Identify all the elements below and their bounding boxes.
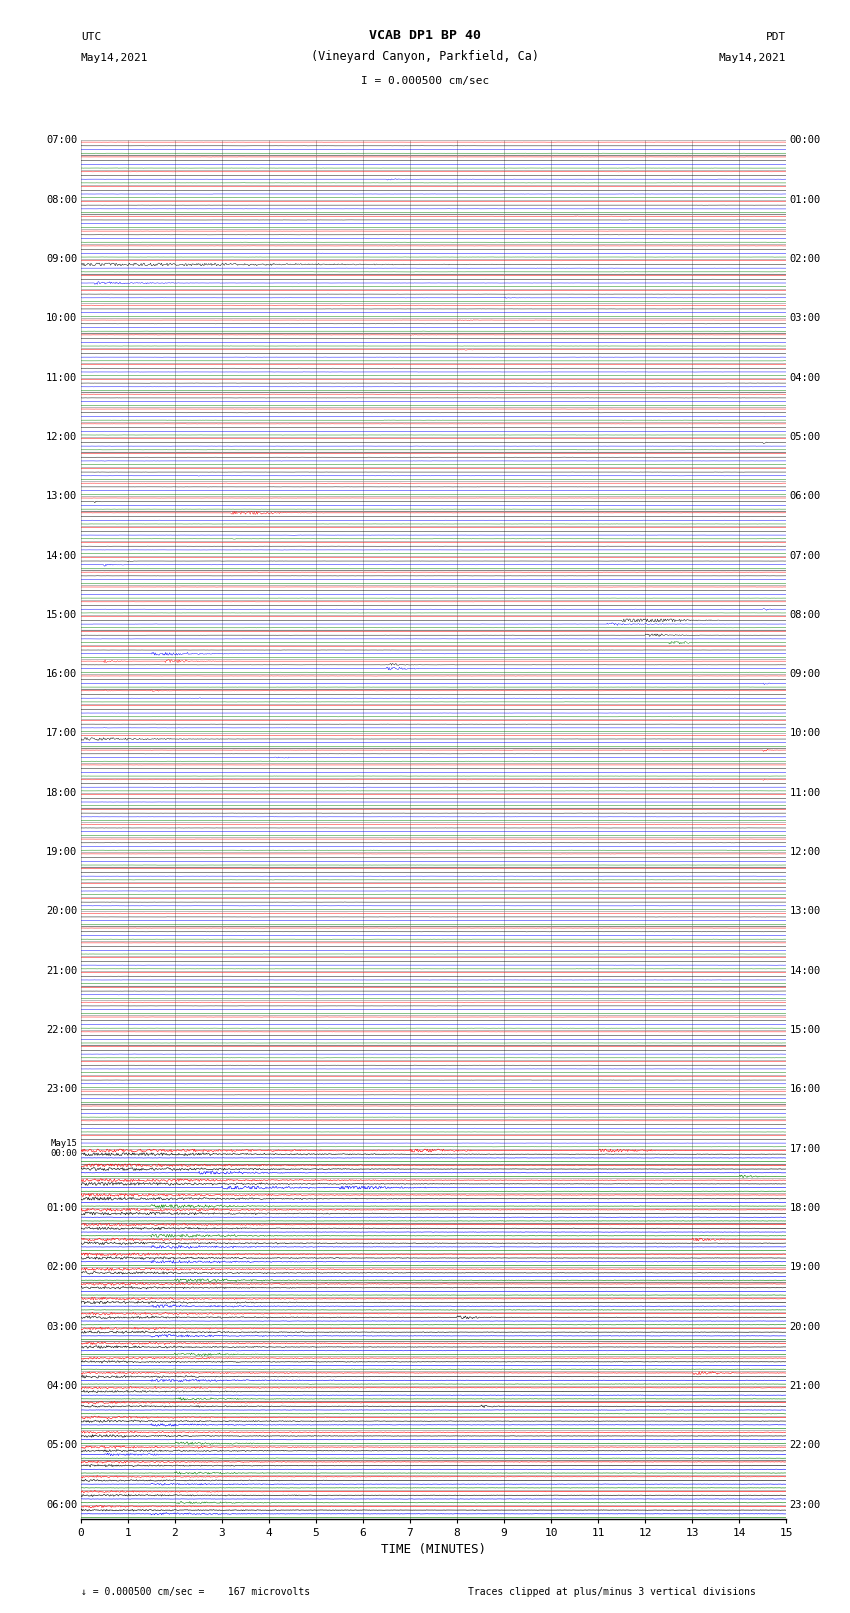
Text: May14,2021: May14,2021 <box>719 53 786 63</box>
Text: 02:00: 02:00 <box>790 253 821 265</box>
Text: 20:00: 20:00 <box>46 907 77 916</box>
Text: 18:00: 18:00 <box>46 787 77 798</box>
Text: 23:00: 23:00 <box>46 1084 77 1094</box>
Text: 17:00: 17:00 <box>46 729 77 739</box>
Text: 12:00: 12:00 <box>790 847 821 857</box>
X-axis label: TIME (MINUTES): TIME (MINUTES) <box>381 1542 486 1555</box>
Text: 22:00: 22:00 <box>46 1026 77 1036</box>
Text: I = 0.000500 cm/sec: I = 0.000500 cm/sec <box>361 76 489 85</box>
Text: 03:00: 03:00 <box>790 313 821 323</box>
Text: 14:00: 14:00 <box>46 550 77 561</box>
Text: 16:00: 16:00 <box>790 1084 821 1094</box>
Text: 13:00: 13:00 <box>46 492 77 502</box>
Text: May14,2021: May14,2021 <box>81 53 148 63</box>
Text: 08:00: 08:00 <box>790 610 821 619</box>
Text: 00:00: 00:00 <box>790 135 821 145</box>
Text: May15
00:00: May15 00:00 <box>50 1139 77 1158</box>
Text: 11:00: 11:00 <box>46 373 77 382</box>
Text: 17:00: 17:00 <box>790 1144 821 1153</box>
Text: 07:00: 07:00 <box>790 550 821 561</box>
Text: Traces clipped at plus/minus 3 vertical divisions: Traces clipped at plus/minus 3 vertical … <box>468 1587 756 1597</box>
Text: 19:00: 19:00 <box>790 1263 821 1273</box>
Text: 01:00: 01:00 <box>46 1203 77 1213</box>
Text: 11:00: 11:00 <box>790 787 821 798</box>
Text: 20:00: 20:00 <box>790 1321 821 1332</box>
Text: 06:00: 06:00 <box>46 1500 77 1510</box>
Text: 21:00: 21:00 <box>46 966 77 976</box>
Text: 12:00: 12:00 <box>46 432 77 442</box>
Text: ↓ = 0.000500 cm/sec =    167 microvolts: ↓ = 0.000500 cm/sec = 167 microvolts <box>81 1587 310 1597</box>
Text: 19:00: 19:00 <box>46 847 77 857</box>
Text: UTC: UTC <box>81 32 101 42</box>
Text: 18:00: 18:00 <box>790 1203 821 1213</box>
Text: 05:00: 05:00 <box>790 432 821 442</box>
Text: 09:00: 09:00 <box>46 253 77 265</box>
Text: 16:00: 16:00 <box>46 669 77 679</box>
Text: PDT: PDT <box>766 32 786 42</box>
Text: VCAB DP1 BP 40: VCAB DP1 BP 40 <box>369 29 481 42</box>
Text: 22:00: 22:00 <box>790 1440 821 1450</box>
Text: (Vineyard Canyon, Parkfield, Ca): (Vineyard Canyon, Parkfield, Ca) <box>311 50 539 63</box>
Text: 15:00: 15:00 <box>46 610 77 619</box>
Text: 04:00: 04:00 <box>790 373 821 382</box>
Text: 06:00: 06:00 <box>790 492 821 502</box>
Text: 04:00: 04:00 <box>46 1381 77 1390</box>
Text: 05:00: 05:00 <box>46 1440 77 1450</box>
Text: 08:00: 08:00 <box>46 195 77 205</box>
Text: 23:00: 23:00 <box>790 1500 821 1510</box>
Text: 15:00: 15:00 <box>790 1026 821 1036</box>
Text: 07:00: 07:00 <box>46 135 77 145</box>
Text: 01:00: 01:00 <box>790 195 821 205</box>
Text: 10:00: 10:00 <box>46 313 77 323</box>
Text: 13:00: 13:00 <box>790 907 821 916</box>
Text: 21:00: 21:00 <box>790 1381 821 1390</box>
Text: 02:00: 02:00 <box>46 1263 77 1273</box>
Text: 03:00: 03:00 <box>46 1321 77 1332</box>
Text: 14:00: 14:00 <box>790 966 821 976</box>
Text: 10:00: 10:00 <box>790 729 821 739</box>
Text: 09:00: 09:00 <box>790 669 821 679</box>
